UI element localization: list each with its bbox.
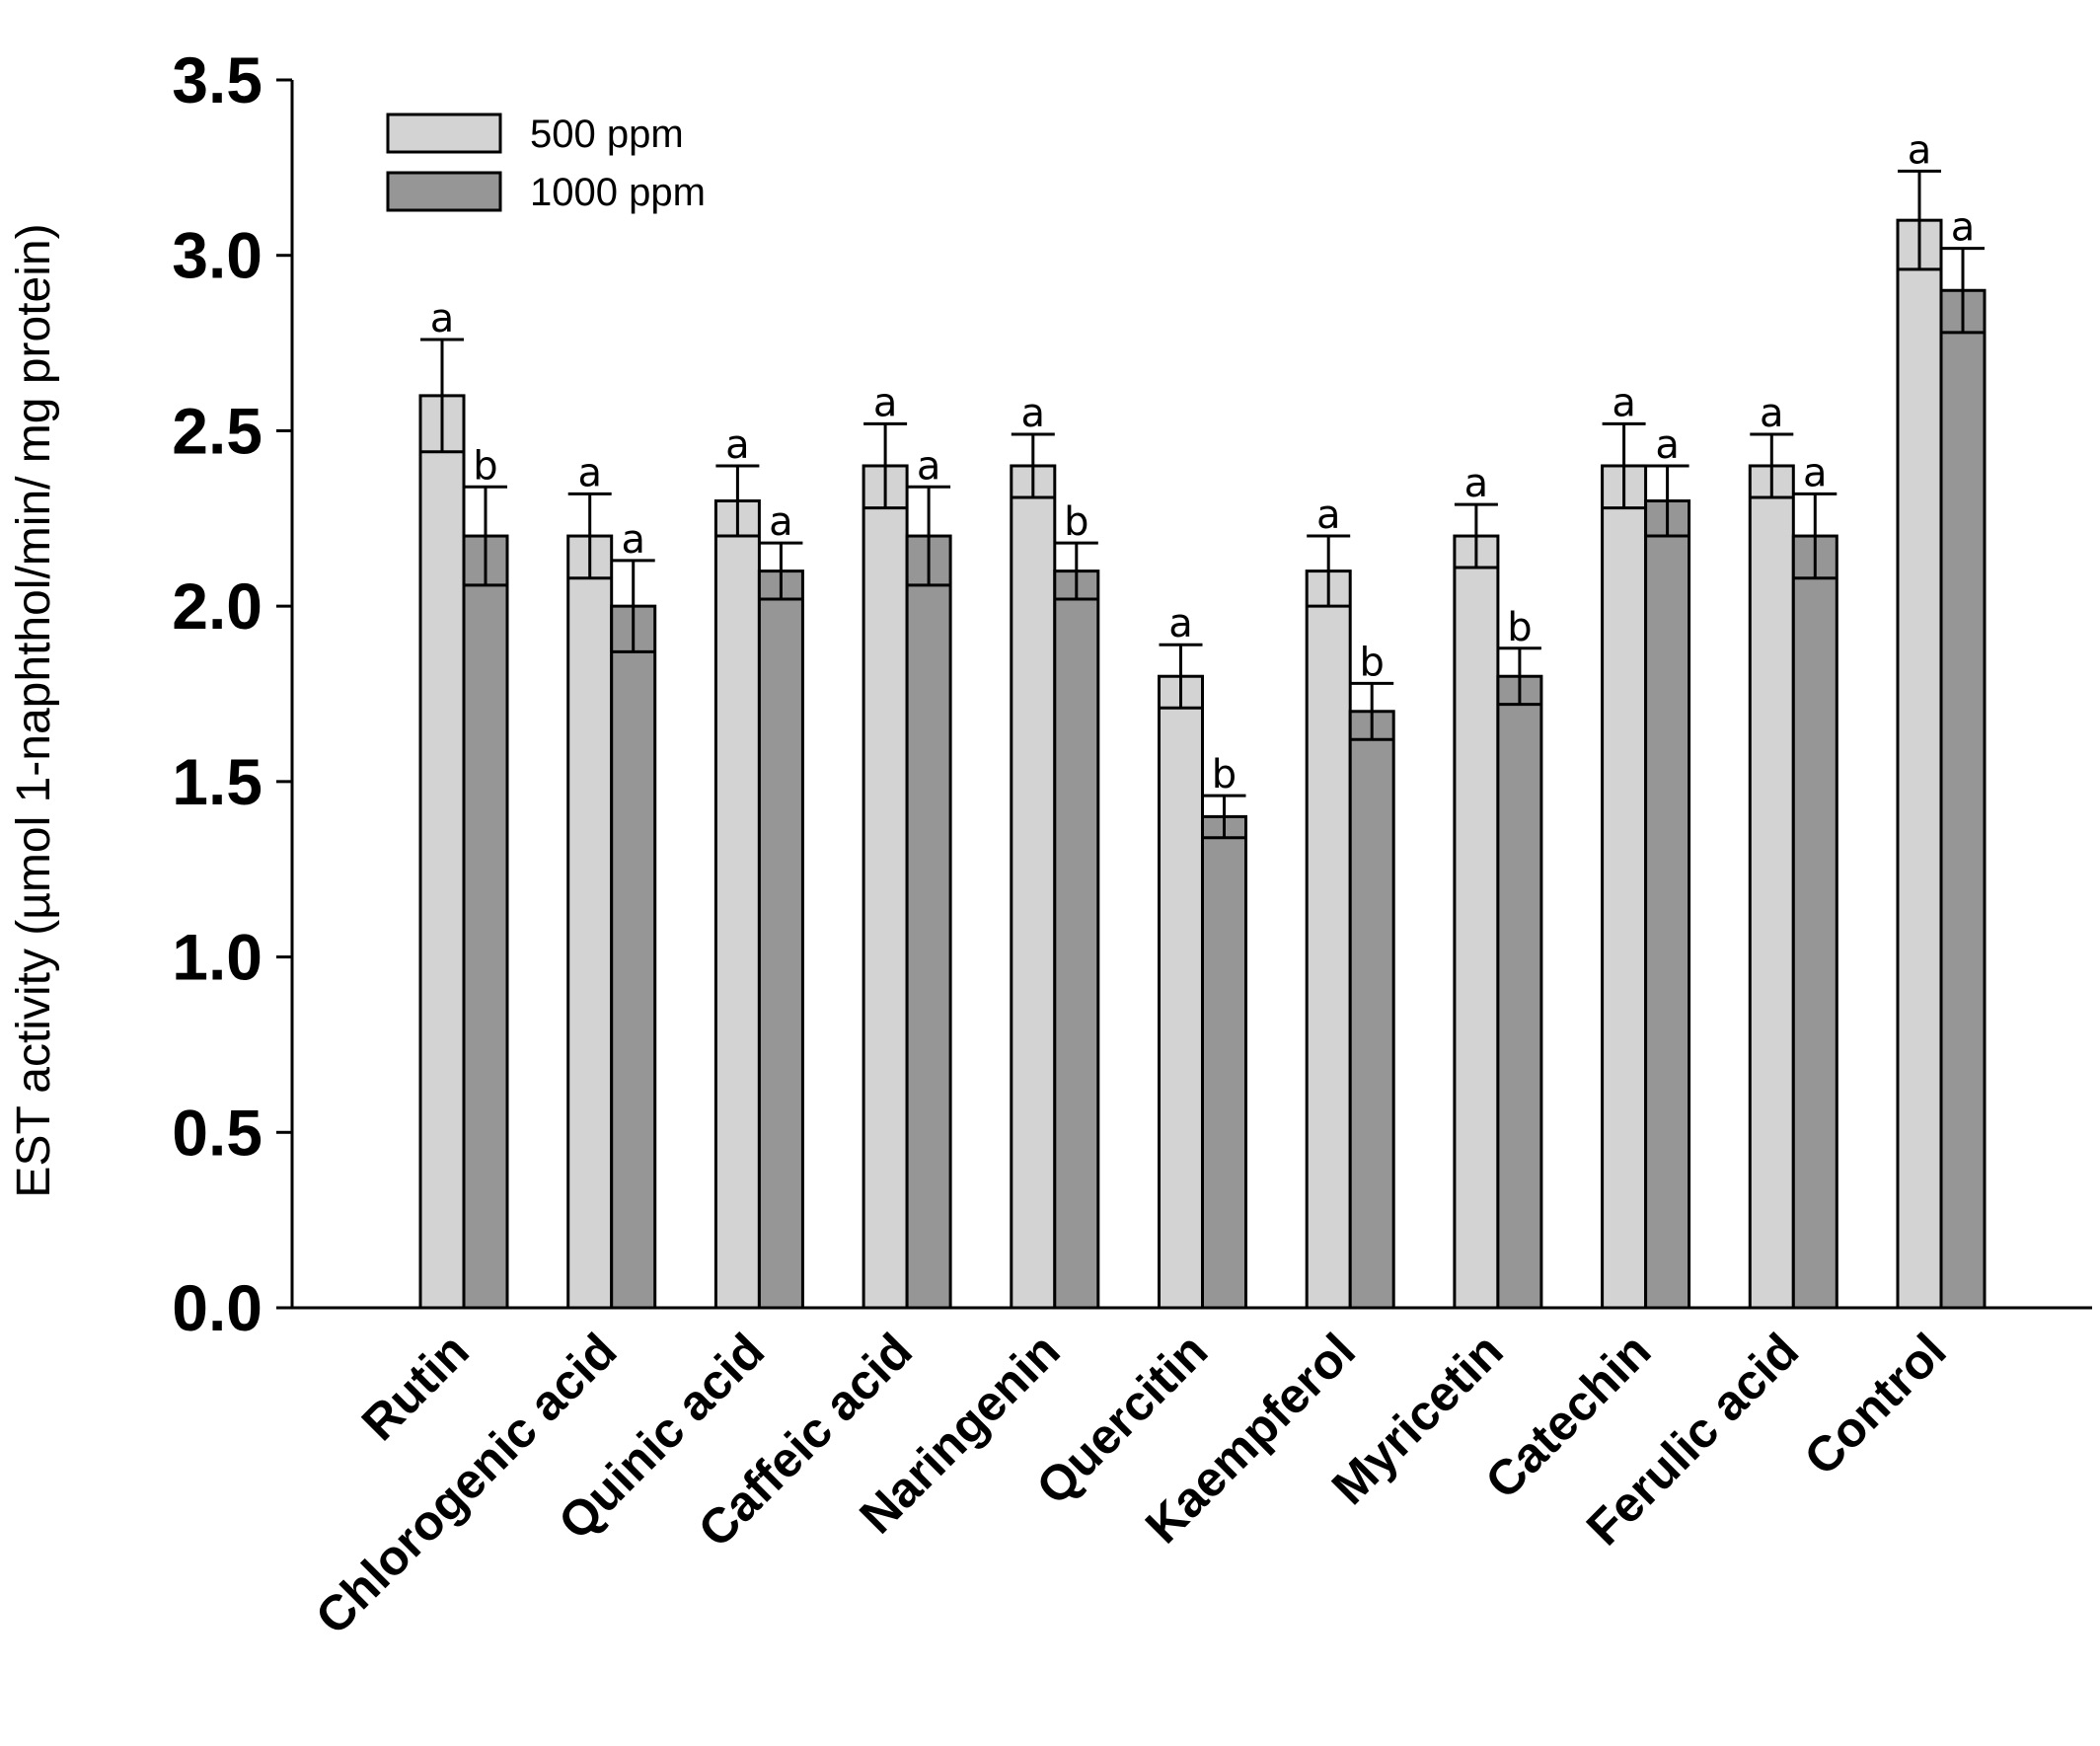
significance-letter: a <box>1951 205 1976 251</box>
significance-letter: a <box>769 499 793 545</box>
y-axis-title: EST activity (µmol 1-naphthol/min/ mg pr… <box>8 223 60 1197</box>
y-tick-label: 1.0 <box>172 921 262 994</box>
category-label-group: Control <box>1794 1323 1957 1485</box>
significance-letter: a <box>1612 380 1636 425</box>
significance-letter: a <box>917 443 941 489</box>
legend-label: 1000 ppm <box>530 171 706 214</box>
y-tick-label: 2.0 <box>172 569 262 643</box>
legend-label: 500 ppm <box>530 113 684 156</box>
significance-letter: a <box>1655 422 1680 468</box>
significance-letter: a <box>873 380 898 425</box>
bar-500ppm <box>1305 569 1352 1310</box>
error-bars <box>420 169 1985 840</box>
significance-letter: a <box>725 422 750 468</box>
significance-letter: a <box>1803 450 1828 495</box>
bar-1000ppm <box>462 534 509 1310</box>
significance-letter: b <box>1507 605 1532 650</box>
significance-letter: b <box>1212 752 1237 797</box>
bar-1000ppm <box>1053 569 1100 1310</box>
bar-500ppm <box>1601 464 1648 1310</box>
bar-500ppm <box>418 394 466 1310</box>
bar-500ppm <box>1010 464 1057 1310</box>
significance-letter: a <box>1316 493 1341 538</box>
bar-1000ppm <box>905 534 952 1310</box>
bar-1000ppm <box>610 604 657 1310</box>
significance-letter: a <box>577 450 602 495</box>
significance-letter: a <box>1464 461 1489 506</box>
category-label: Control <box>1794 1323 1957 1485</box>
bar-500ppm <box>1453 534 1500 1310</box>
category-label-group: Rutin <box>351 1323 480 1451</box>
y-tick-label: 1.5 <box>172 745 262 818</box>
significance-letter: a <box>430 296 455 342</box>
y-tick-label: 3.5 <box>172 43 262 116</box>
bar-500ppm <box>1158 674 1204 1310</box>
legend-swatch-500ppm <box>386 113 502 154</box>
legend-swatch-1000ppm <box>386 171 502 212</box>
bar-500ppm <box>1748 464 1795 1310</box>
legend: 500 ppm 1000 ppm <box>386 113 706 214</box>
significance-letter: b <box>1360 640 1385 685</box>
bar-500ppm <box>862 464 909 1310</box>
significance-letter: a <box>1021 391 1046 436</box>
bar-1000ppm <box>1201 814 1247 1310</box>
bar-1000ppm <box>1348 710 1395 1310</box>
bar-1000ppm <box>1496 674 1543 1310</box>
bar-500ppm <box>1896 218 1943 1310</box>
axes: 0.0 0.5 1.0 1.5 2.0 2.5 3.0 3.5 <box>172 43 2092 1344</box>
bar-500ppm <box>713 499 761 1310</box>
significance-letter: b <box>1064 499 1088 545</box>
y-tick-label: 3.0 <box>172 219 262 292</box>
y-tick-label: 0.0 <box>172 1271 262 1344</box>
bar-1000ppm <box>757 569 804 1310</box>
y-tick-label: 2.5 <box>172 394 262 467</box>
bar-500ppm <box>566 534 614 1310</box>
significance-letter: b <box>473 443 497 489</box>
bars <box>418 218 1987 1310</box>
significance-letter: a <box>1908 127 1932 173</box>
significance-letter: a <box>1760 391 1784 436</box>
y-tick-label: 0.5 <box>172 1096 262 1169</box>
significance-letter: a <box>621 517 645 563</box>
category-label: Rutin <box>351 1323 480 1451</box>
bar-1000ppm <box>1791 534 1838 1310</box>
bar-1000ppm <box>1644 499 1691 1310</box>
y-axis-title-group: EST activity (µmol 1-naphthol/min/ mg pr… <box>8 223 60 1197</box>
significance-letter: a <box>1168 601 1193 646</box>
bar-1000ppm <box>1939 288 1987 1310</box>
